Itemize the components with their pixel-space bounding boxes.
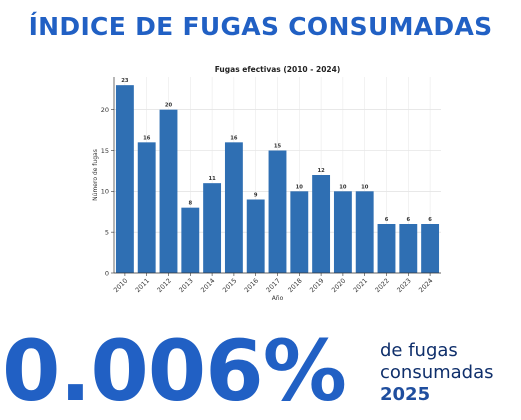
- x-tick-label: 2015: [221, 277, 238, 294]
- data-label: 9: [254, 193, 258, 199]
- data-label: 10: [361, 184, 369, 190]
- y-tick-label: 15: [101, 147, 109, 155]
- bar-chart: Fugas efectivas (2010 - 2024) 23 16 20 8 11 1…: [88, 62, 448, 307]
- data-label: 15: [274, 144, 282, 150]
- bar-2016: [246, 199, 265, 273]
- data-label: 12: [317, 168, 325, 174]
- stat-year: 2025: [380, 384, 431, 405]
- stat-caption-line2: consumadas: [380, 362, 494, 383]
- x-tick-label: 2024: [417, 277, 434, 294]
- bar-2022: [377, 224, 396, 273]
- bar-2011: [137, 142, 156, 273]
- bar-2018: [290, 191, 309, 273]
- x-tick-label: 2016: [243, 277, 260, 294]
- x-tick-label: 2019: [308, 277, 325, 294]
- bar-2012: [159, 109, 178, 273]
- data-label: 10: [296, 184, 304, 190]
- x-axis-label: Año: [272, 295, 284, 302]
- y-tick-label: 5: [105, 228, 109, 236]
- bar-2021: [355, 191, 374, 273]
- bar-2020: [333, 191, 352, 273]
- data-label: 10: [339, 184, 347, 190]
- x-tick-label: 2022: [374, 277, 391, 294]
- bar-2023: [399, 224, 418, 273]
- data-label: 6: [406, 217, 410, 223]
- data-label: 20: [165, 103, 173, 109]
- data-label: 6: [428, 217, 432, 223]
- x-tick-label: 2017: [265, 277, 282, 294]
- stat-caption: de fugas consumadas 2025: [380, 340, 494, 406]
- stat-value: 0.006%: [2, 322, 347, 420]
- x-tick-label: 2021: [352, 277, 369, 294]
- x-tick-label: 2010: [112, 277, 129, 294]
- data-label: 23: [121, 78, 129, 84]
- y-tick-label: 20: [101, 106, 109, 114]
- y-tick-label: 10: [101, 188, 109, 196]
- data-label: 8: [188, 201, 192, 207]
- bar-2013: [181, 207, 200, 273]
- data-label: 11: [208, 176, 216, 182]
- data-label: 16: [143, 135, 151, 141]
- stat-caption-line1: de fugas: [380, 340, 458, 361]
- x-tick-label: 2011: [134, 277, 151, 294]
- x-tick-label: 2013: [177, 277, 194, 294]
- bar-2015: [224, 142, 243, 273]
- bar-2019: [312, 175, 331, 273]
- x-tick-label: 2014: [199, 277, 216, 294]
- x-tick-label: 2020: [330, 277, 347, 294]
- bar-2024: [421, 224, 440, 273]
- page-headline: ÍNDICE DE FUGAS CONSUMADAS: [28, 12, 493, 41]
- data-label: 6: [385, 217, 389, 223]
- bars: 23 16 20 8 11 16 9 15 10 12 10 10 6 6 6: [115, 78, 440, 274]
- y-axis-label: Número de fugas: [92, 149, 99, 201]
- bar-2010: [115, 85, 134, 274]
- bar-2017: [268, 150, 287, 273]
- x-tick-label: 2018: [286, 277, 303, 294]
- x-tick-label: 2023: [395, 277, 412, 294]
- y-tick-label: 0: [105, 269, 109, 277]
- bar-2014: [203, 183, 222, 273]
- x-tick-label: 2012: [156, 277, 173, 294]
- data-label: 16: [230, 135, 238, 141]
- chart-svg: Fugas efectivas (2010 - 2024) 23 16 20 8 11 1…: [92, 65, 441, 302]
- chart-title: Fugas efectivas (2010 - 2024): [215, 65, 341, 74]
